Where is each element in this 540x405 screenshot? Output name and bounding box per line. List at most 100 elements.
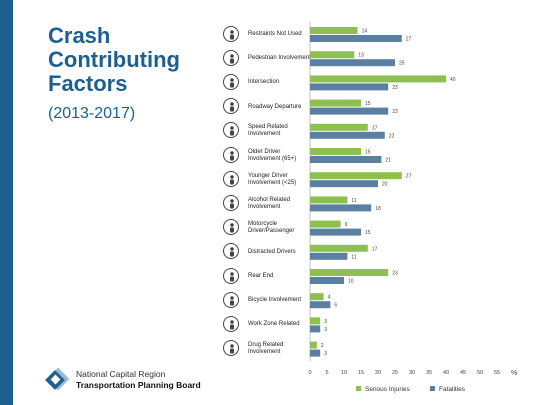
data-label: 22 xyxy=(389,133,395,139)
x-unit-label: % xyxy=(511,370,517,377)
title-line: Factors xyxy=(48,71,128,96)
bicycle-icon xyxy=(223,291,239,308)
bar-serious-injuries xyxy=(310,75,446,83)
bar-fatalities xyxy=(310,180,378,188)
bar-fatalities xyxy=(310,301,331,309)
legend-label: Fatalities xyxy=(439,386,466,393)
x-tick-label: 20 xyxy=(375,370,381,376)
data-label: 9 xyxy=(345,222,348,228)
title-line: Contributing xyxy=(48,47,180,72)
pedestrian-icon xyxy=(223,49,239,66)
org-board: Transportation Planning Board xyxy=(76,380,201,390)
data-label: 10 xyxy=(348,279,354,285)
bar-serious-injuries xyxy=(310,341,317,349)
category-label: Restraints Not Used xyxy=(248,31,302,37)
drug-icon xyxy=(223,340,239,357)
category-label: Motorcycle Driver/Passenger xyxy=(248,221,295,235)
category-label: Speed Related Involvement xyxy=(248,124,288,138)
x-tick-label: 55 xyxy=(494,370,500,376)
data-label: 15 xyxy=(365,101,371,107)
x-tick-label: 30 xyxy=(409,370,415,376)
x-tick-label: 45 xyxy=(460,370,466,376)
bar-fatalities xyxy=(310,107,389,115)
legend-serious: Serious Injuries xyxy=(356,386,410,393)
category-label: Roadway Departure xyxy=(248,103,302,110)
x-tick-label: 10 xyxy=(341,370,347,376)
legend-fatal: Fatalities xyxy=(430,386,465,393)
bar-fatalities xyxy=(310,325,321,333)
title-line: Crash xyxy=(48,23,111,48)
page-title: Crash Contributing Factors xyxy=(48,24,218,96)
x-tick-label: 5 xyxy=(325,370,328,376)
data-label: 23 xyxy=(392,109,398,115)
category-label: Older Driver Involvement (65+) xyxy=(248,148,297,162)
data-label: 25 xyxy=(399,61,405,67)
x-tick-label: 0 xyxy=(308,370,311,376)
bar-serious-injuries xyxy=(310,220,341,228)
bar-fatalities xyxy=(310,83,389,91)
category-label: Distracted Drivers xyxy=(248,248,296,255)
category-label: Pedestrian Involvement xyxy=(248,55,311,62)
data-label: 17 xyxy=(372,246,378,252)
legend-swatch xyxy=(430,386,435,391)
data-label: 23 xyxy=(392,85,398,91)
data-label: 21 xyxy=(385,158,391,164)
bar-serious-injuries xyxy=(310,317,321,325)
data-label: 13 xyxy=(358,53,364,59)
speedometer-icon xyxy=(223,122,239,139)
category-label: Intersection xyxy=(248,79,280,86)
x-tick-label: 25 xyxy=(392,370,398,376)
bar-fatalities xyxy=(310,228,361,236)
bar-serious-injuries xyxy=(310,293,324,301)
bar-serious-injuries xyxy=(310,172,402,180)
roadway-departure-icon xyxy=(223,98,239,115)
younger-driver-icon xyxy=(223,170,239,187)
bar-fatalities xyxy=(310,349,321,357)
bar-fatalities xyxy=(310,277,344,284)
bar-serious-injuries xyxy=(310,123,368,131)
bar-fatalities xyxy=(310,131,385,139)
data-label: 3 xyxy=(324,319,327,325)
x-tick-label: 35 xyxy=(426,370,432,376)
data-label: 40 xyxy=(450,77,456,83)
data-label: 3 xyxy=(324,327,327,333)
data-label: 11 xyxy=(351,198,356,204)
work-zone-icon xyxy=(223,315,239,332)
legend-label: Serious Injuries xyxy=(365,386,410,393)
bar-fatalities xyxy=(310,204,372,212)
bar-fatalities xyxy=(310,35,402,42)
data-label: 27 xyxy=(406,37,412,43)
bar-fatalities xyxy=(310,59,395,67)
category-label: Work Zone Related xyxy=(248,321,300,328)
data-label: 23 xyxy=(392,271,398,277)
organization-logo: National Capital Region Transportation P… xyxy=(44,366,234,396)
data-label: 11 xyxy=(351,254,356,260)
category-label: Younger Driver Involvement (<25) xyxy=(248,172,297,186)
category-label: Bicycle Involvement xyxy=(248,297,302,304)
category-label: Alcohol Related Involvement xyxy=(248,196,291,210)
category-label: Drug Related Involvement xyxy=(248,342,284,356)
data-label: 15 xyxy=(365,230,371,236)
older-driver-icon xyxy=(223,146,239,163)
bar-fatalities xyxy=(310,252,348,260)
bar-serious-injuries xyxy=(310,51,355,59)
page-subtitle: (2013-2017) xyxy=(48,105,136,122)
data-label: 17 xyxy=(372,125,378,131)
data-label: 18 xyxy=(375,206,381,212)
bar-serious-injuries xyxy=(310,99,361,107)
bar-serious-injuries xyxy=(310,27,358,34)
org-name: National Capital Region xyxy=(76,369,166,379)
alcohol-icon xyxy=(223,194,239,211)
bar-serious-injuries xyxy=(310,196,348,204)
tpb-logo-icon xyxy=(45,367,70,391)
data-label: 14 xyxy=(362,29,368,35)
distracted-phone-icon xyxy=(223,243,239,260)
bar-serious-injuries xyxy=(310,244,368,252)
category-label: Rear End xyxy=(248,273,274,279)
data-label: 6 xyxy=(334,303,337,309)
bar-fatalities xyxy=(310,156,382,163)
bar-serious-injuries xyxy=(310,148,361,155)
bar-serious-injuries xyxy=(310,269,389,276)
data-label: 3 xyxy=(324,351,327,357)
